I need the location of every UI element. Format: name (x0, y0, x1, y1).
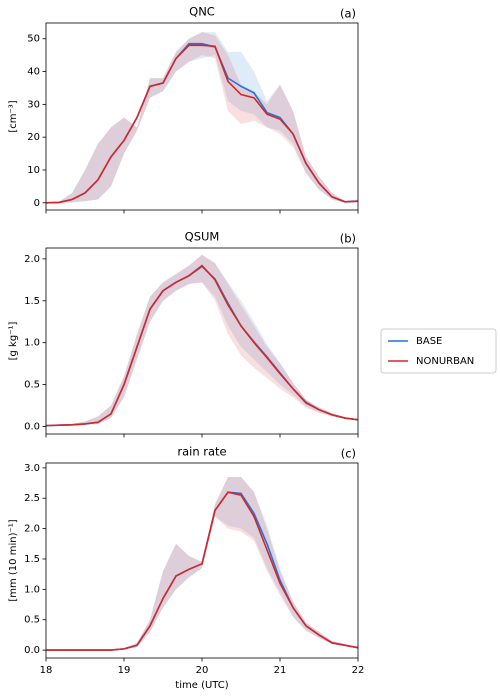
y-tick-label: 1.0 (24, 338, 40, 349)
x-tick-label: 19 (118, 665, 131, 676)
legend-frame (380, 328, 497, 374)
y-tick-label: 0.5 (24, 380, 40, 391)
legend-label: BASE (416, 336, 442, 347)
y-tick-label: 50 (27, 34, 40, 45)
y-tick-label: 1.5 (24, 554, 40, 565)
legend-label: NONURBAN (416, 356, 474, 367)
y-axis-label: [g kg⁻¹] (8, 322, 19, 361)
x-tick-label: 20 (196, 665, 209, 676)
range-band (46, 32, 358, 203)
panel-label: (a) (340, 7, 356, 21)
y-tick-label: 0.0 (24, 421, 40, 432)
y-tick-label: 40 (27, 67, 40, 78)
panel-label: (c) (341, 447, 356, 461)
y-tick-label: 10 (27, 165, 40, 176)
y-tick-label: 0.0 (24, 645, 40, 656)
subplot-title: QNC (189, 5, 215, 19)
y-tick-label: 2.0 (24, 524, 40, 535)
subplot-title: QSUM (185, 230, 220, 244)
y-tick-label: 20 (27, 132, 40, 143)
series-line (45, 264, 359, 427)
panel-label: (b) (340, 232, 356, 246)
series-line (46, 491, 359, 651)
y-tick-label: 1.5 (24, 296, 40, 307)
legend: BASE NONURBAN (380, 328, 497, 374)
y-axis-label: [mm (10 min)⁻¹] (8, 519, 19, 601)
range-band (46, 32, 358, 203)
series-line (45, 265, 359, 427)
x-axis-label: time (UTC) (175, 680, 228, 691)
y-tick-label: 0.5 (24, 615, 40, 626)
x-tick-label: 21 (274, 665, 287, 676)
y-tick-label: 30 (27, 99, 40, 110)
subplot-title: rain rate (177, 445, 226, 459)
series-line (46, 491, 359, 651)
y-tick-label: 3.0 (24, 463, 40, 474)
y-tick-label: 2.5 (24, 493, 40, 504)
series-line (45, 44, 359, 204)
y-tick-label: 0 (34, 198, 40, 209)
x-tick-label: 18 (40, 665, 53, 676)
y-axis-label: [cm⁻³] (8, 100, 19, 132)
y-tick-label: 1.0 (24, 584, 40, 595)
y-tick-label: 2.0 (24, 254, 40, 265)
range-band (46, 254, 358, 426)
x-tick-label: 22 (352, 665, 365, 676)
